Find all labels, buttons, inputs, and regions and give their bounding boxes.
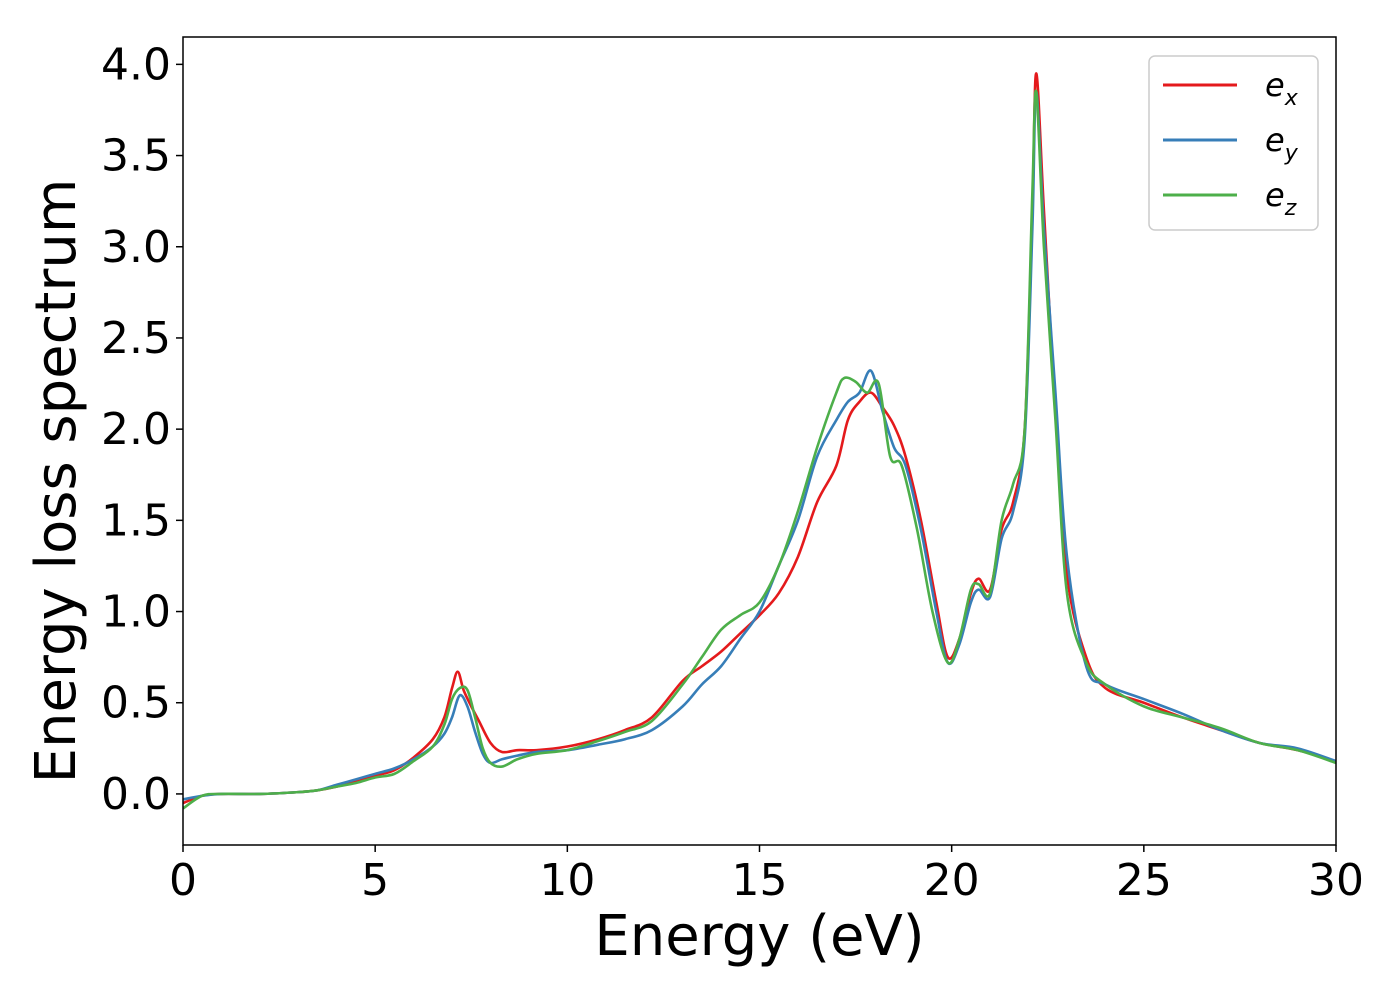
- x-tick-label: 15: [732, 855, 788, 906]
- y-tick-label: 4.0: [101, 39, 171, 90]
- y-tick-label: 0.0: [101, 769, 171, 820]
- y-tick-label: 2.0: [101, 404, 171, 455]
- x-tick-label: 0: [169, 855, 197, 906]
- y-tick-label: 0.5: [101, 678, 171, 729]
- y-tick-label: 3.0: [101, 222, 171, 273]
- y-tick-label: 3.5: [101, 131, 171, 182]
- legend-subscript: x: [1284, 86, 1299, 111]
- x-tick-label: 30: [1308, 855, 1364, 906]
- y-axis-label: Energy loss spectrum: [24, 179, 89, 784]
- x-axis-ticks: 0 5 10 15 20 25 30: [169, 845, 1364, 906]
- x-tick-label: 20: [924, 855, 980, 906]
- y-tick-label: 2.5: [101, 313, 171, 364]
- x-tick-label: 25: [1116, 855, 1172, 906]
- legend-subscript: y: [1284, 141, 1299, 166]
- legend-box: [1148, 55, 1319, 231]
- plot-area: [183, 72, 1336, 810]
- axes-frame: [182, 36, 1337, 846]
- y-axis-ticks: 0.0 0.5 1.0 1.5 2.0 2.5 3.0 3.5 4.0: [101, 39, 183, 820]
- x-axis-label: Energy (eV): [594, 904, 924, 969]
- x-tick-label: 10: [539, 855, 595, 906]
- y-tick-label: 1.0: [101, 587, 171, 638]
- legend-subscript: z: [1284, 196, 1297, 221]
- y-tick-label: 1.5: [101, 495, 171, 546]
- x-tick-label: 5: [361, 855, 389, 906]
- series-line-ez: [183, 89, 1336, 810]
